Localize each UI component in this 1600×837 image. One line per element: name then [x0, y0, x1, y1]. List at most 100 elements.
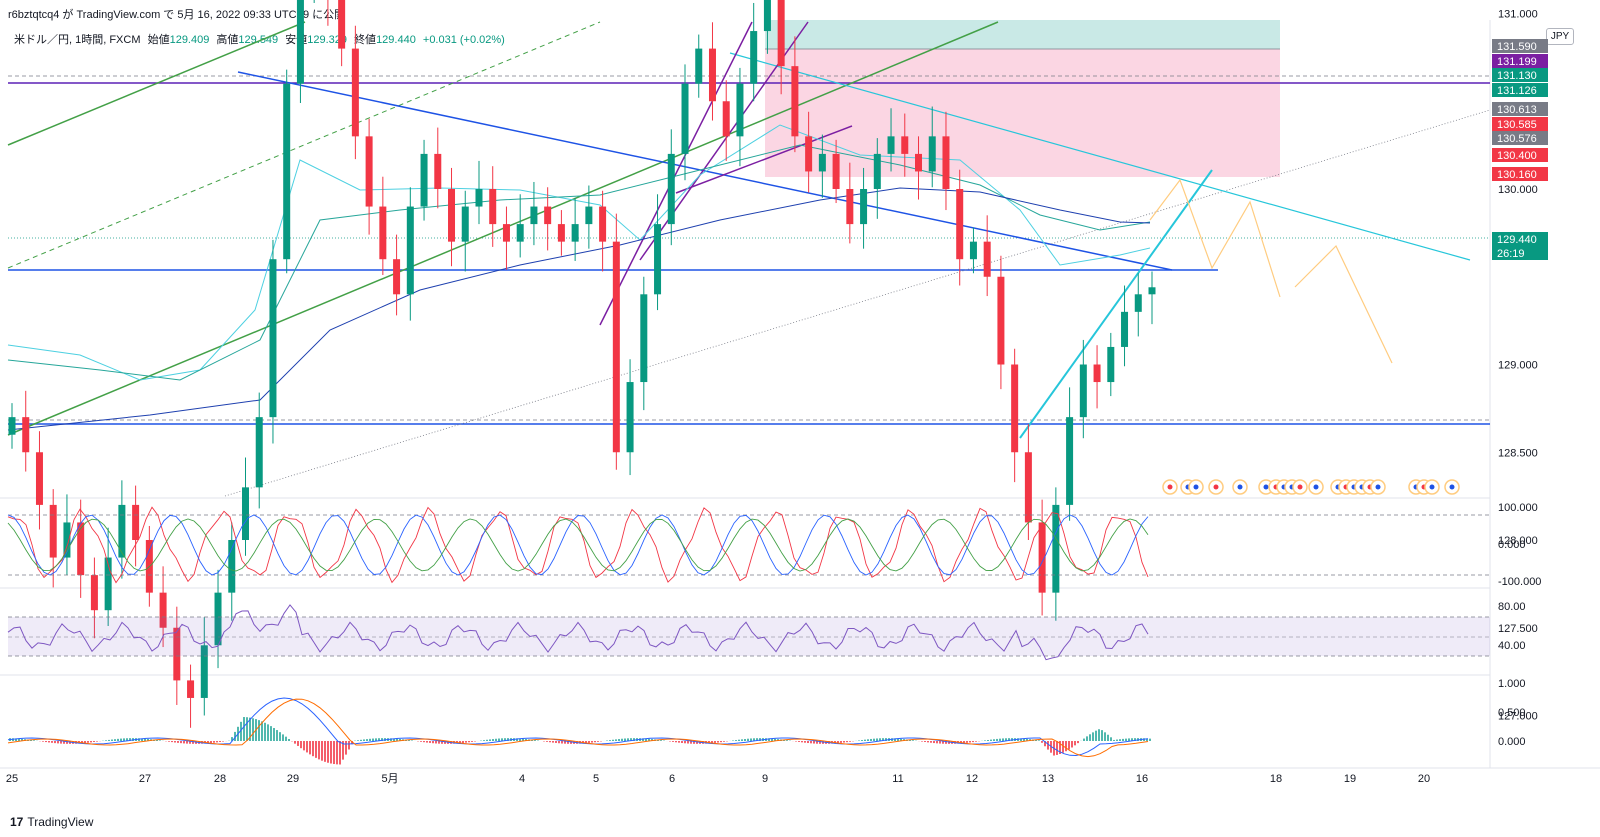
countdown-label: 26:19	[1497, 248, 1525, 260]
stoch-fast-line	[7, 506, 1149, 584]
time-tick-label: 28	[214, 773, 226, 785]
cyan-downtrend-line	[729, 52, 1471, 261]
candle-body	[434, 153, 442, 189]
green-channel-upper	[7, 21, 306, 146]
candle-body	[681, 83, 689, 154]
time-tick-label: 13	[1042, 773, 1054, 785]
candle-body	[296, 0, 304, 84]
price-badge	[1492, 102, 1548, 116]
price-badge-label: 130.585	[1497, 119, 1537, 131]
symbol-name[interactable]: 米ドル／円, 1時間, FXCM	[14, 34, 141, 46]
stop-loss-zone	[765, 49, 1280, 177]
candle-body	[585, 206, 593, 225]
candle-body	[832, 153, 840, 189]
event-marker-dot-icon	[1167, 484, 1173, 490]
forecast-path-1	[1149, 178, 1281, 298]
rsi-line	[7, 604, 1149, 661]
price-badge-label: 131.126	[1497, 85, 1537, 97]
candle-body	[654, 224, 662, 295]
stoch-d-line	[7, 518, 1149, 572]
open-label: 始値	[147, 34, 170, 46]
time-tick-label: 12	[966, 773, 978, 785]
time-tick-label: 6	[669, 773, 675, 785]
indicator-tick-label: 100.000	[1498, 502, 1538, 514]
purple-channel-lower	[599, 21, 753, 326]
indicator-tick-label: -100.000	[1498, 576, 1541, 588]
candle-body	[1093, 364, 1101, 383]
price-badge-label: 130.576	[1497, 133, 1537, 145]
candle-body	[63, 522, 71, 558]
price-badge-label: 131.590	[1497, 41, 1537, 53]
candle-body	[228, 540, 236, 593]
time-tick-label: 27	[139, 773, 151, 785]
candle-body	[736, 83, 744, 137]
candle-body	[667, 153, 675, 225]
change-value: +0.031 (+0.02%)	[422, 34, 505, 46]
publish-line: r6bztqtcq4 が TradingView.com で 5月 16, 20…	[8, 9, 346, 21]
candle-body	[393, 259, 401, 295]
symbol-legend: 米ドル／円, 1時間, FXCM 始値129.409 高値129.549 安値1…	[14, 31, 505, 47]
price-axis: 131.000 130.000 129.000 128.500 128.000 127.5…	[1498, 9, 1538, 723]
price-tick-label: 129.000	[1498, 360, 1538, 372]
candle-body	[77, 522, 85, 576]
event-marker-dot-icon	[1429, 484, 1435, 490]
candle-body	[763, 0, 771, 32]
economic-events[interactable]	[1162, 479, 1460, 495]
price-badges: 131.590 131.199 131.130 131.126 130.613 130.5…	[1492, 39, 1548, 260]
price-badge-label: 130.613	[1497, 104, 1537, 116]
price-tick-label: 131.000	[1498, 9, 1538, 21]
cyan-uptrend-line	[1019, 169, 1213, 439]
candle-body	[1066, 417, 1074, 505]
candle-body	[969, 241, 977, 260]
time-tick-label: 9	[762, 773, 768, 785]
time-axis: 25 27 28 29 5月 4 5 6 9 11 12 13 16 18 19 20	[6, 773, 1430, 785]
candle-body	[49, 504, 57, 558]
macd-line	[7, 697, 1149, 757]
indicator-tick-label: 40.00	[1498, 640, 1526, 652]
macd-signal-line	[7, 698, 1149, 758]
candle-body	[338, 0, 346, 49]
indicator-tick-label: 0.000	[1498, 539, 1526, 551]
forecast-path-2	[1294, 244, 1393, 364]
time-tick-label: 4	[519, 773, 525, 785]
event-marker-dot-icon	[1213, 484, 1219, 490]
time-tick-label: 25	[6, 773, 18, 785]
price-badge-label: 131.199	[1497, 56, 1537, 68]
price-badge	[1492, 131, 1548, 145]
candle-body	[475, 189, 483, 207]
candle-body	[90, 575, 98, 611]
price-badge	[1492, 39, 1548, 53]
candle-body	[805, 136, 813, 172]
currency-badge[interactable]: JPY	[1546, 28, 1574, 45]
candle-body	[22, 417, 30, 453]
candle-body	[983, 241, 991, 277]
event-marker-dot-icon	[1449, 484, 1455, 490]
indicator-tick-label: 80.00	[1498, 601, 1526, 613]
candle-body	[516, 224, 524, 242]
candle-body	[626, 382, 634, 453]
candle-body	[942, 136, 950, 189]
countdown-badge	[1492, 246, 1548, 260]
candle-body	[1121, 311, 1129, 347]
candle-body	[599, 206, 607, 242]
candle-body	[406, 206, 414, 295]
tradingview-brand[interactable]: 17 TradingView	[10, 815, 93, 829]
event-marker-dot-icon	[1237, 484, 1243, 490]
candle-body	[1038, 522, 1046, 593]
price-badge-label: 130.400	[1497, 150, 1537, 162]
price-badge	[1492, 232, 1548, 246]
rsi-axis: 80.00 40.00	[1498, 601, 1526, 652]
candle-body	[1148, 287, 1156, 295]
candle-body	[1024, 452, 1032, 523]
candle-body	[269, 259, 277, 418]
rsi-band	[8, 617, 1490, 656]
candle-body	[956, 189, 964, 260]
time-tick-label: 11	[892, 773, 903, 785]
candle-body	[791, 66, 799, 137]
indicator-tick-label: 0.000	[1498, 736, 1526, 748]
close-label: 終値	[354, 34, 377, 46]
blue-downtrend-line	[237, 71, 1173, 271]
macd-axis: 1.000 0.500 0.000	[1498, 678, 1526, 748]
candle-body	[365, 136, 373, 207]
